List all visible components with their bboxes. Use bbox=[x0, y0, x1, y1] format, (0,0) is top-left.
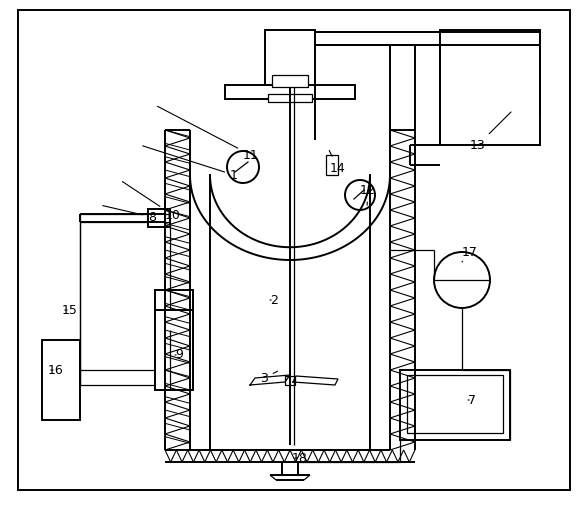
Bar bbox=[326, 155, 338, 175]
Bar bbox=[155, 290, 193, 310]
Text: 16: 16 bbox=[48, 363, 64, 377]
Bar bbox=[285, 376, 295, 385]
Text: 17: 17 bbox=[462, 245, 478, 262]
Bar bbox=[265, 30, 315, 85]
Text: 12: 12 bbox=[360, 184, 376, 205]
Bar bbox=[42, 340, 80, 420]
Bar bbox=[155, 310, 193, 390]
Text: 1: 1 bbox=[143, 146, 238, 182]
Text: 9: 9 bbox=[175, 349, 183, 361]
Text: 7: 7 bbox=[468, 393, 476, 407]
Text: 2: 2 bbox=[270, 294, 278, 306]
Bar bbox=[407, 375, 503, 433]
Bar bbox=[272, 75, 308, 87]
Bar bbox=[148, 209, 170, 227]
Circle shape bbox=[345, 180, 375, 210]
Bar bbox=[400, 370, 510, 440]
Text: 11: 11 bbox=[158, 106, 259, 161]
Circle shape bbox=[227, 151, 259, 183]
Text: 13: 13 bbox=[470, 112, 511, 152]
Text: 18: 18 bbox=[292, 451, 308, 465]
Bar bbox=[268, 94, 312, 102]
Circle shape bbox=[434, 252, 490, 308]
Text: 3: 3 bbox=[260, 371, 278, 384]
Text: 8: 8 bbox=[103, 206, 156, 223]
Text: 15: 15 bbox=[62, 303, 78, 317]
Bar bbox=[440, 30, 540, 145]
Text: 14: 14 bbox=[329, 151, 346, 175]
Bar bbox=[225, 85, 355, 99]
Text: 10: 10 bbox=[122, 182, 181, 221]
